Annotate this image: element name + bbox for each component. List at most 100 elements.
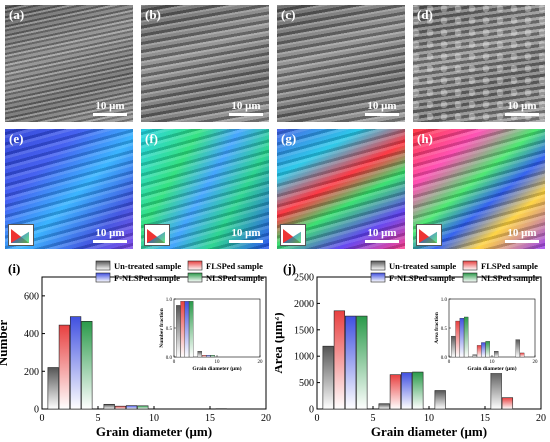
legend-swatch — [462, 272, 478, 283]
bar — [490, 370, 502, 410]
legend-label: FLSPed sample — [481, 261, 538, 271]
legend-label: F-NLSPed sample — [114, 273, 180, 283]
x-axis-label: Grain diameter (μm) — [96, 424, 212, 439]
ebsd-map-e: (e) 10 μm — [5, 129, 133, 249]
inset-background — [435, 297, 539, 373]
bar — [103, 403, 115, 410]
bar — [412, 371, 424, 410]
x-axis-label: Grain diameter (μm) — [192, 365, 241, 372]
bar — [47, 367, 59, 410]
scale-bar-label: 10 μm — [507, 100, 537, 112]
x-tick-label: 10 — [149, 413, 159, 424]
bar — [137, 405, 149, 410]
ipf-triangle-key — [280, 224, 306, 246]
x-tick-label: 0 — [40, 413, 45, 424]
scale-bar-e: 10 μm — [93, 227, 127, 243]
sem-micrograph-c: (c) 10 μm — [277, 5, 405, 122]
chart-j: 0 5 10 15 20 0 500 1000 1500 2000 2500 Grain diamet… — [275, 260, 546, 439]
sem-micrograph-b: (b) 10 μm — [141, 5, 269, 122]
x-axis-label: Grain diameter (μm) — [467, 365, 516, 372]
panel-label-c: (c) — [281, 7, 296, 22]
scale-bar-g: 10 μm — [365, 227, 399, 243]
bar — [519, 352, 525, 358]
bar — [210, 355, 215, 358]
scale-bar-label: 10 μm — [507, 227, 537, 239]
y-axis-label: Area (μm²) — [275, 312, 285, 373]
x-tick-label: 20 — [258, 360, 264, 365]
bar — [81, 321, 93, 410]
scale-bar-a: 10 μm — [93, 100, 127, 116]
y-tick-label: 0.5 — [166, 327, 173, 332]
panel-label-a: (a) — [9, 7, 25, 22]
y-tick-label: 600 — [24, 291, 39, 302]
panel-label-g: (g) — [281, 131, 297, 146]
scale-bar-label: 10 μm — [231, 100, 261, 112]
legend-swatch — [95, 260, 111, 271]
bar — [472, 354, 477, 358]
y-tick-label: 1.0 — [441, 298, 448, 303]
x-axis-label: Grain diameter (μm) — [371, 424, 487, 439]
ipf-triangle-key — [144, 224, 170, 246]
inset-background — [160, 297, 264, 373]
y-tick-label: 1.0 — [166, 298, 173, 303]
y-tick-label: 0 — [34, 405, 39, 416]
x-tick-label: 10 — [490, 360, 496, 365]
legend-swatch — [95, 272, 111, 283]
bar — [69, 316, 82, 410]
legend-label: F-NLSPed sample — [389, 273, 455, 283]
panel-label-h: (h) — [417, 131, 433, 146]
y-axis-label: Number — [0, 320, 10, 366]
bar — [114, 405, 127, 410]
bar — [464, 316, 469, 358]
x-tick-label: 15 — [205, 413, 215, 424]
legend-swatch — [187, 260, 203, 271]
y-tick-label: 2500 — [294, 273, 314, 284]
scale-bar-label: 10 μm — [95, 227, 125, 239]
y-tick-label: 500 — [299, 378, 314, 389]
bar — [201, 355, 207, 358]
scale-bar-h: 10 μm — [505, 227, 539, 243]
bar — [501, 397, 514, 410]
ebsd-map-g: (g) 10 μm — [277, 129, 405, 249]
x-tick-label: 5 — [371, 413, 376, 424]
y-axis-label: Number fraction — [159, 308, 165, 347]
bar — [197, 351, 202, 358]
ipf-triangle-key — [416, 224, 442, 246]
y-tick-label: 0.0 — [166, 356, 173, 361]
bar — [184, 301, 190, 358]
legend-label: FLSPed sample — [206, 261, 263, 271]
bar — [459, 317, 465, 358]
legend-label: Un-treated sample — [114, 261, 181, 271]
x-tick-label: 10 — [215, 360, 221, 365]
sem-micrograph-d: (d) 10 μm — [413, 5, 545, 122]
panel-label: (i) — [8, 261, 20, 276]
y-tick-label: 200 — [24, 367, 39, 378]
bar — [451, 335, 456, 358]
x-tick-label: 15 — [480, 413, 490, 424]
ebsd-map-f: (f) 10 μm — [141, 129, 269, 249]
scale-bar-f: 10 μm — [229, 227, 263, 243]
panel-label: (j) — [283, 261, 296, 276]
bar — [333, 310, 346, 410]
bar — [322, 345, 334, 410]
y-tick-label: 0.5 — [441, 327, 448, 332]
panel-label-e: (e) — [9, 131, 24, 146]
scale-bar-label: 10 μm — [367, 227, 397, 239]
legend-swatch — [370, 260, 386, 271]
legend-swatch — [187, 272, 203, 283]
scale-bar-label: 10 μm — [367, 100, 397, 112]
bar — [455, 320, 460, 358]
bar — [434, 390, 446, 410]
sem-micrograph-a: (a) 10 μm — [5, 5, 133, 122]
bar — [400, 372, 413, 410]
y-tick-label: 1000 — [294, 352, 314, 363]
scale-bar-d: 10 μm — [505, 100, 539, 116]
legend-swatch — [370, 272, 386, 283]
bar — [206, 355, 211, 358]
bar — [485, 341, 490, 358]
bar — [176, 305, 181, 358]
x-tick-label: 20 — [536, 413, 546, 424]
bar — [481, 342, 486, 358]
